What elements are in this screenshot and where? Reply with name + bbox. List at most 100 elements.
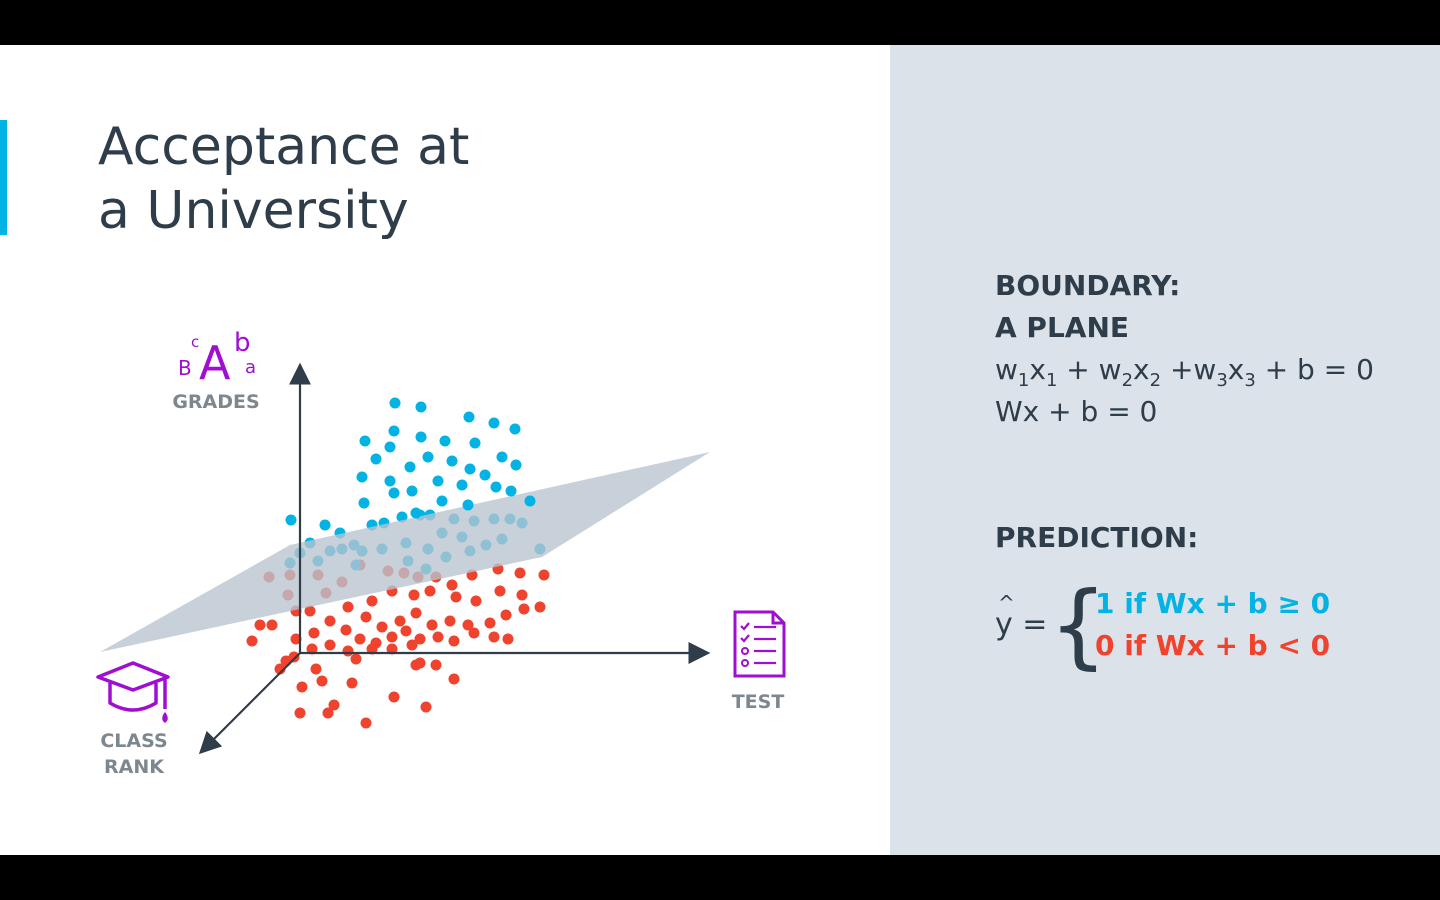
data-point — [488, 631, 500, 643]
data-point — [420, 701, 432, 713]
eq-sub: 1 — [1045, 370, 1058, 391]
equations-panel — [890, 45, 1440, 855]
grades-glyph-sub1: B — [178, 356, 192, 380]
data-point — [342, 601, 354, 613]
data-point — [404, 461, 416, 473]
eq-x2: x — [1133, 353, 1150, 386]
test-clipboard-icon — [733, 610, 786, 678]
data-point — [285, 514, 297, 526]
data-point — [509, 423, 521, 435]
data-point — [316, 675, 328, 687]
eq-term: + w — [1057, 353, 1122, 386]
data-point — [432, 631, 444, 643]
data-point — [446, 579, 458, 591]
eq-x1: x — [1029, 353, 1046, 386]
eq-x3: x — [1227, 353, 1245, 386]
data-point — [366, 595, 378, 607]
data-point — [426, 619, 438, 631]
data-point — [296, 681, 308, 693]
graduation-cap-icon — [96, 661, 170, 723]
data-point — [490, 481, 502, 493]
data-point — [406, 485, 418, 497]
plane-equation-vector: Wx + b = 0 — [995, 395, 1158, 428]
eq-sub: 3 — [1244, 370, 1256, 391]
y-hat: y = — [995, 591, 1048, 642]
title-line-1: Acceptance at — [98, 117, 470, 177]
slide: Acceptance at a University B c A b a GRA… — [0, 45, 1440, 855]
data-point — [410, 507, 422, 519]
data-point — [394, 615, 406, 627]
plane-equation-expanded: w1x1 + w2x2 +w3x3 + b = 0 — [995, 349, 1374, 391]
data-point — [415, 401, 427, 413]
data-point — [408, 589, 420, 601]
data-point — [468, 627, 480, 639]
data-point — [306, 643, 318, 655]
grades-letters-icon: B c A b a — [178, 328, 256, 390]
data-point — [389, 397, 401, 409]
grades-glyph-big: A — [199, 336, 231, 390]
data-point — [388, 691, 400, 703]
data-point — [448, 635, 460, 647]
data-point — [384, 441, 396, 453]
data-point — [470, 595, 482, 607]
data-point — [496, 451, 508, 463]
data-point — [456, 479, 468, 491]
boundary-heading-1: BOUNDARY: — [995, 269, 1181, 302]
data-point — [350, 653, 362, 665]
eq-sub: 2 — [1149, 370, 1162, 391]
data-point — [356, 471, 368, 483]
data-point — [410, 659, 422, 671]
data-point — [406, 639, 418, 651]
data-point — [254, 619, 266, 631]
data-point — [354, 633, 366, 645]
prediction-formula: y = { 1 if Wx + b ≥ 0 0 if Wx + b < 0 — [995, 572, 1330, 687]
data-point — [290, 633, 302, 645]
data-point — [340, 624, 352, 636]
data-point — [462, 619, 474, 631]
data-point — [386, 643, 398, 655]
data-point — [346, 677, 358, 689]
data-point — [310, 663, 322, 675]
boundary-section: BOUNDARY: A PLANE w1x1 + w2x2 +w3x3 + b … — [995, 265, 1374, 433]
data-point — [516, 589, 528, 601]
3d-diagram: B c A b a GRADES TEST CLASS — [96, 328, 786, 778]
data-point — [424, 585, 436, 597]
data-point — [376, 621, 388, 633]
class-rank-label-line2: RANK — [104, 756, 165, 778]
prediction-case-negative: 0 if Wx + b < 0 — [1095, 629, 1331, 662]
data-point — [436, 495, 448, 507]
grades-glyph-sub2: a — [245, 357, 256, 378]
data-point — [384, 475, 396, 487]
data-point — [414, 633, 426, 645]
data-point — [324, 615, 336, 627]
test-label: TEST — [732, 691, 785, 713]
class-rank-label-line1: CLASS — [100, 730, 167, 752]
class-rank-axis — [198, 652, 301, 755]
prediction-heading: PREDICTION: — [995, 521, 1199, 554]
prediction-case-positive: 1 if Wx + b ≥ 0 — [1095, 587, 1331, 620]
points-front-of-plane — [246, 397, 536, 729]
slide-title: Acceptance at a University — [98, 115, 469, 243]
grades-glyph-sup1: c — [191, 333, 199, 351]
accent-bar — [0, 120, 7, 235]
data-point — [479, 469, 491, 481]
equals-sign: = — [1012, 607, 1048, 642]
data-point — [359, 435, 371, 447]
data-point — [439, 435, 451, 447]
data-point — [360, 611, 372, 623]
grades-glyph-sup2: b — [234, 328, 251, 358]
data-point — [358, 497, 370, 509]
data-point — [322, 707, 334, 719]
data-point — [388, 425, 400, 437]
data-point — [463, 411, 475, 423]
data-point — [432, 475, 444, 487]
data-point — [246, 635, 258, 647]
data-point — [534, 601, 546, 613]
data-point — [388, 487, 400, 499]
data-point — [319, 519, 331, 531]
eq-sub: 2 — [1121, 370, 1134, 391]
data-point — [446, 455, 458, 467]
data-point — [505, 485, 517, 497]
data-point — [400, 625, 412, 637]
data-point — [444, 615, 456, 627]
